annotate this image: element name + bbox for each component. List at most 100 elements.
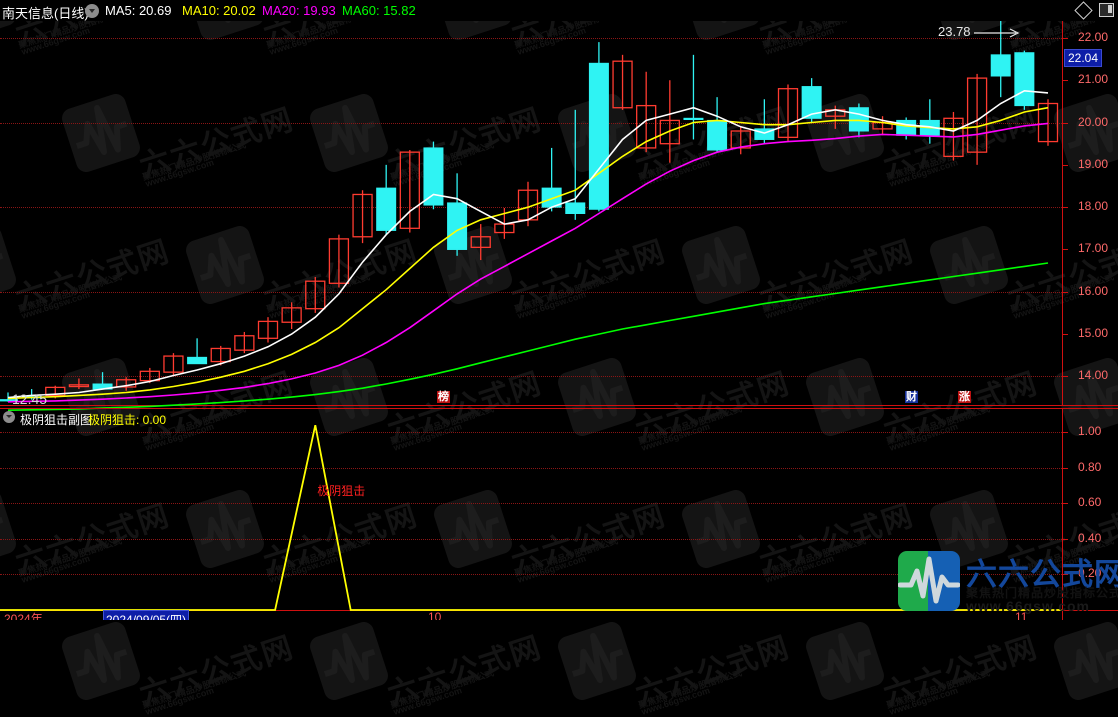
axis-tick — [1063, 538, 1068, 540]
sub-tick-label: 0.40 — [1078, 530, 1102, 545]
candlestick[interactable] — [777, 84, 799, 142]
watermark-brand: 六六公式网 — [135, 630, 299, 712]
watermark-tagline: 聚焦热门精品炒股指标公式 — [885, 667, 992, 711]
chevron-down-circle-icon[interactable] — [3, 411, 15, 423]
candlestick[interactable] — [730, 126, 751, 155]
watermark-tagline: 聚焦热门精品炒股指标公式 — [141, 667, 248, 711]
date-year-label: 2024年 — [4, 612, 43, 620]
candlestick[interactable] — [210, 345, 231, 366]
sub-tick-label: 0.80 — [1078, 459, 1102, 474]
candlestick[interactable] — [1014, 50, 1035, 110]
watermark-brand: 六六公式网 — [879, 630, 1043, 712]
watermark-url: www.66gsw.com — [144, 685, 216, 717]
watermark-mark-icon — [302, 614, 395, 707]
price-tick-label: 21.00 — [1078, 72, 1109, 87]
candlestick[interactable] — [801, 78, 822, 123]
gridline — [0, 432, 1062, 434]
candlestick[interactable] — [376, 164, 397, 235]
main-bottom-axis — [0, 405, 1118, 406]
axis-tick — [1063, 503, 1068, 505]
price-tick-label: 22.00 — [1078, 29, 1109, 44]
signal-annotation: 极阴狙击 — [317, 484, 366, 499]
diamond-icon[interactable] — [1074, 0, 1093, 20]
gridline — [0, 291, 1062, 293]
event-tag[interactable]: 财 — [905, 391, 918, 403]
candlestick[interactable] — [163, 353, 184, 376]
candlestick[interactable] — [423, 141, 444, 210]
main-price-chart[interactable]: 14.00 15.00 16.00 17.00 18.00 19.00 20.00 21.00… — [0, 0, 1118, 411]
chevron-down-circle-icon[interactable] — [85, 4, 99, 18]
sub-tick-label: 1.00 — [1078, 424, 1102, 439]
axis-tick — [1063, 80, 1068, 82]
axis-tick — [1063, 574, 1068, 576]
candlestick[interactable] — [707, 97, 728, 153]
sub-tick-label: 0.20 — [1078, 566, 1102, 581]
event-tag[interactable]: 榜 — [437, 391, 450, 403]
candlestick[interactable] — [447, 173, 468, 256]
watermark-mark-icon — [798, 614, 891, 707]
price-tick-label: 15.00 — [1078, 326, 1109, 341]
axis-tick — [1063, 207, 1068, 209]
axis-tick — [1063, 37, 1068, 39]
candlestick[interactable] — [352, 190, 373, 244]
candlestick[interactable] — [659, 80, 680, 163]
watermark-tagline: 聚焦热门精品炒股指标公式 — [389, 667, 496, 711]
gridline — [0, 538, 1062, 540]
date-axis: 2024年 10 11 2024/09/05(四) — [0, 610, 1118, 620]
candlestick[interactable] — [754, 99, 775, 144]
candlestick[interactable] — [470, 224, 491, 261]
candlestick[interactable] — [588, 42, 609, 212]
candlestick[interactable] — [92, 372, 113, 390]
ma60-legend: MA60: 15.82 — [342, 3, 416, 18]
date-tick-11: 11 — [1015, 610, 1028, 620]
watermark-brand: 六六公式网 — [631, 630, 795, 712]
price-tick-label: 17.00 — [1078, 241, 1109, 256]
panel-icon[interactable] — [1099, 3, 1114, 17]
price-tick-label: 16.00 — [1078, 283, 1109, 298]
logo-subtitle: 聚焦热门精品炒股指标公式 — [966, 586, 1118, 600]
ma5-legend: MA5: 20.69 — [105, 3, 172, 18]
price-tick-label: 18.00 — [1078, 199, 1109, 214]
ma5-line — [7, 89, 1049, 399]
candlestick[interactable] — [612, 54, 633, 110]
candlestick[interactable] — [187, 338, 208, 365]
axis-tick — [1063, 467, 1068, 469]
main-right-axis — [1062, 21, 1063, 406]
gridline — [0, 207, 1062, 209]
candlestick[interactable] — [139, 367, 160, 384]
candlestick-canvas[interactable] — [0, 0, 1062, 411]
axis-tick — [1063, 432, 1068, 434]
candlestick[interactable] — [565, 109, 586, 220]
watermark-tagline: 聚焦热门精品炒股指标公式 — [637, 667, 744, 711]
sub-indicator-value: 极阴狙击: 0.00 — [88, 413, 167, 427]
candlestick[interactable] — [1037, 99, 1059, 146]
watermark-brand: 六六公式网 — [383, 630, 547, 712]
candlestick[interactable] — [966, 73, 988, 165]
candlestick[interactable] — [305, 276, 326, 313]
candlestick[interactable] — [281, 302, 302, 329]
arrow-icon — [973, 28, 1019, 38]
ma10-legend: MA10: 20.02 — [182, 3, 256, 18]
ma10-line — [7, 106, 1049, 400]
candlestick[interactable] — [636, 71, 657, 153]
site-logo: 六六公式网 聚焦热门精品炒股指标公式 www.66gsw.com — [898, 551, 1118, 614]
candlestick[interactable] — [399, 150, 420, 233]
candlestick[interactable] — [257, 317, 279, 343]
candlestick[interactable] — [68, 378, 90, 390]
candlestick[interactable] — [683, 54, 704, 140]
watermark-url: www.66gsw.com — [888, 685, 960, 717]
watermark-mark-icon — [54, 614, 147, 707]
gridline — [0, 376, 1062, 378]
ma20-legend: MA20: 19.93 — [262, 3, 336, 18]
event-tag[interactable]: 涨 — [958, 391, 971, 403]
price-tick-label: 19.00 — [1078, 156, 1109, 171]
watermark-mark-icon — [550, 614, 643, 707]
candlestick[interactable] — [328, 234, 350, 288]
axis-tick — [1063, 164, 1068, 166]
sub-top-axis — [0, 408, 1118, 409]
candlestick[interactable] — [234, 331, 255, 354]
axis-tick — [1063, 122, 1068, 124]
axis-tick — [1063, 334, 1068, 336]
page-title: 南天信息(日线) — [2, 6, 89, 21]
